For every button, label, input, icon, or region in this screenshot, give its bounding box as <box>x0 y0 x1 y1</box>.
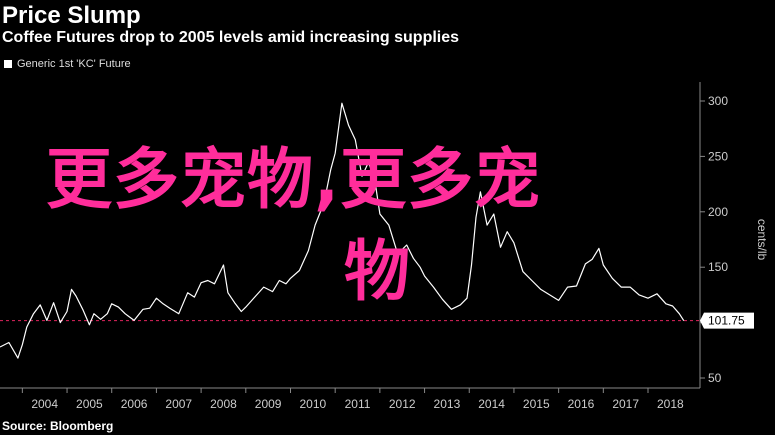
x-tick-label: 2009 <box>255 397 282 411</box>
x-tick-label: 2018 <box>657 397 684 411</box>
y-axis-label: cents/lb <box>755 219 769 261</box>
overlay-text-line2: 物 <box>344 233 411 310</box>
y-tick-label: 50 <box>708 371 722 385</box>
y-tick-label: 200 <box>708 205 728 219</box>
last-value-tag <box>700 312 754 329</box>
x-tick-label: 2011 <box>345 397 371 411</box>
x-tick-label: 2005 <box>76 397 103 411</box>
x-tick-label: 2004 <box>31 397 58 411</box>
source-note: Source: Bloomberg <box>2 419 114 433</box>
x-tick-label: 2006 <box>121 397 148 411</box>
overlay-text-line1: 更多宠物,更多宠 <box>46 141 542 218</box>
x-tick-label: 2012 <box>389 397 416 411</box>
x-tick-label: 2013 <box>434 397 461 411</box>
y-tick-label: 300 <box>708 94 728 108</box>
x-tick-label: 2010 <box>299 397 326 411</box>
chart-subtitle: Coffee Futures drop to 2005 levels amid … <box>2 29 460 46</box>
last-value-label: 101.75 <box>708 314 745 328</box>
x-tick-label: 2016 <box>568 397 595 411</box>
series-line <box>0 102 685 359</box>
legend-swatch <box>4 60 12 68</box>
legend-label: Generic 1st 'KC' Future <box>17 58 131 70</box>
y-tick-label: 150 <box>708 260 728 274</box>
chart-title: Price Slump <box>2 2 141 29</box>
x-tick-label: 2014 <box>478 397 505 411</box>
y-tick-label: 250 <box>708 149 728 163</box>
x-tick-label: 2017 <box>612 397 639 411</box>
legend: Generic 1st 'KC' Future <box>4 58 131 70</box>
x-tick-label: 2007 <box>165 397 192 411</box>
x-tick-label: 2008 <box>210 397 237 411</box>
x-tick-label: 2015 <box>523 397 550 411</box>
